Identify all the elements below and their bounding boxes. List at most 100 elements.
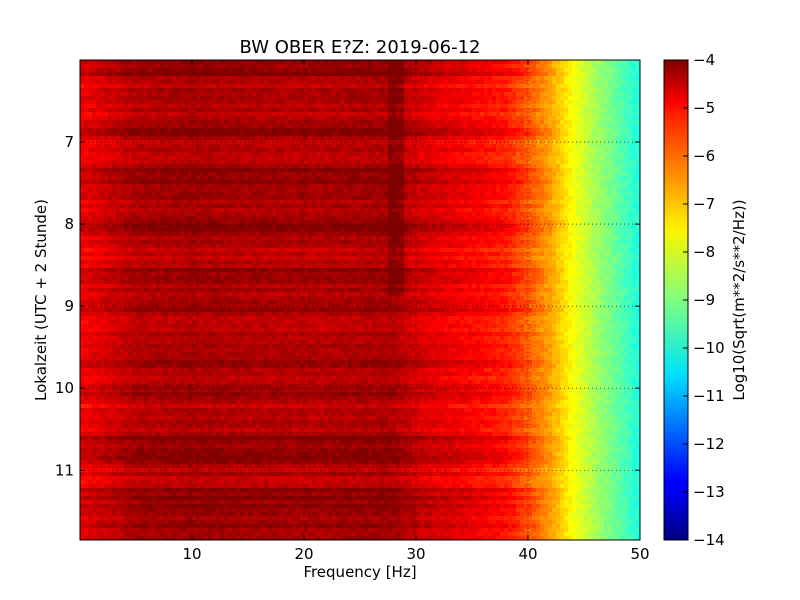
heatmap-cell [176,84,181,89]
heatmap-cell [468,92,473,97]
heatmap-cell [424,72,429,77]
heatmap-cell [308,96,313,101]
heatmap-cell [352,124,357,129]
heatmap-cell [420,140,425,145]
heatmap-cell [520,140,525,145]
heatmap-cell [632,76,637,81]
heatmap-cell [372,148,377,153]
heatmap-cell [636,84,640,89]
heatmap-cell [412,136,417,141]
heatmap-cell [260,100,265,105]
heatmap-cell [256,152,261,157]
heatmap-cell [628,68,633,73]
heatmap-cell [456,68,461,73]
heatmap-cell [100,144,105,149]
heatmap-cell [220,84,225,89]
heatmap-cell [248,144,253,149]
heatmap-cell [348,64,353,69]
heatmap-cell [300,116,305,121]
heatmap-cell [472,64,477,69]
heatmap-cell [408,188,413,193]
heatmap-cell [464,104,469,109]
heatmap-cell [408,84,413,89]
heatmap-cell [616,88,621,93]
heatmap-cell [536,108,541,113]
heatmap-cell [280,192,285,197]
heatmap-cell [120,148,125,153]
heatmap-cell [252,144,257,149]
heatmap-cell [112,200,117,205]
heatmap-cell [552,60,557,65]
heatmap-cell [288,96,293,101]
heatmap-cell [176,124,181,129]
heatmap-cell [444,60,449,65]
heatmap-cell [356,112,361,117]
heatmap-cell [296,136,301,141]
heatmap-cell [352,152,357,157]
heatmap-cell [92,144,97,149]
heatmap-cell [132,72,137,77]
heatmap-cell [620,152,625,157]
heatmap-cell [472,176,477,181]
heatmap-cell [120,172,125,177]
heatmap-cell [560,180,565,185]
heatmap-cell [88,100,93,105]
heatmap-cell [528,112,533,117]
heatmap-cell [172,136,177,141]
heatmap-cell [632,88,637,93]
heatmap-cell [156,88,161,93]
heatmap-cell [400,164,405,169]
heatmap-cell [332,108,337,113]
heatmap-cell [496,148,501,153]
heatmap-cell [180,192,185,197]
heatmap-cell [240,132,245,137]
heatmap-cell [456,140,461,145]
heatmap-cell [440,108,445,113]
heatmap-cell [380,120,385,125]
heatmap-cell [532,160,537,165]
heatmap-cell [496,100,501,105]
heatmap-cell [548,128,553,133]
heatmap-cell [344,200,349,205]
heatmap-cell [508,68,513,73]
heatmap-cell [412,144,417,149]
heatmap-cell [256,104,261,109]
heatmap-cell [212,124,217,129]
heatmap-cell [424,124,429,129]
heatmap-cell [600,92,605,97]
heatmap-cell [140,64,145,69]
heatmap-cell [484,164,489,169]
heatmap-cell [200,80,205,85]
heatmap-cell [304,176,309,181]
heatmap-cell [352,164,357,169]
heatmap-cell [416,92,421,97]
heatmap-cell [128,116,133,121]
heatmap-cell [112,100,117,105]
heatmap-cell [540,76,545,81]
heatmap-cell [428,64,433,69]
heatmap-cell [200,164,205,169]
heatmap-cell [504,132,509,137]
heatmap-cell [312,72,317,77]
heatmap-cell [556,124,561,129]
heatmap-cell [324,168,329,173]
heatmap-cell [532,176,537,181]
heatmap-cell [524,192,529,197]
heatmap-cell [436,140,441,145]
heatmap-cell [528,116,533,121]
heatmap-cell [160,80,165,85]
heatmap-cell [232,196,237,201]
heatmap-cell [276,148,281,153]
heatmap-cell [180,136,185,141]
heatmap-cell [108,184,113,189]
heatmap-cell [128,72,133,77]
heatmap-cell [256,136,261,141]
heatmap-cell [464,188,469,193]
heatmap-cell [500,164,505,169]
heatmap-cell [168,180,173,185]
heatmap-cell [268,84,273,89]
heatmap-cell [280,152,285,157]
heatmap-cell [400,136,405,141]
heatmap-cell [528,72,533,77]
heatmap-cell [288,172,293,177]
